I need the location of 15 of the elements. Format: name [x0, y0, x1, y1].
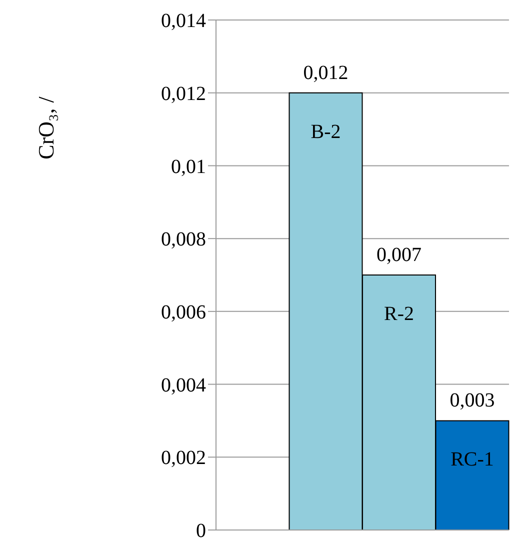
- y-tick-label: 0,002: [161, 447, 206, 470]
- y-tick-label: 0,004: [161, 374, 206, 396]
- y-tick-label: 0,01: [171, 156, 206, 178]
- y-axis-title: CrO₃, /: [34, 96, 58, 160]
- y-tick-label: 0,014: [161, 10, 206, 32]
- y-tick-label: 0,008: [161, 228, 206, 251]
- y-tick-label: 0: [196, 520, 206, 540]
- x-tick-label: R-2: [384, 303, 414, 325]
- data-label: 0,003: [450, 390, 495, 412]
- data-label: 0,012: [303, 62, 348, 84]
- x-tick-label: RC-1: [450, 448, 494, 471]
- x-tick-label: B-2: [310, 120, 341, 143]
- y-tick-label: 0,006: [161, 302, 206, 324]
- y-tick-label: 0,012: [161, 82, 206, 105]
- data-label: 0,007: [376, 244, 422, 266]
